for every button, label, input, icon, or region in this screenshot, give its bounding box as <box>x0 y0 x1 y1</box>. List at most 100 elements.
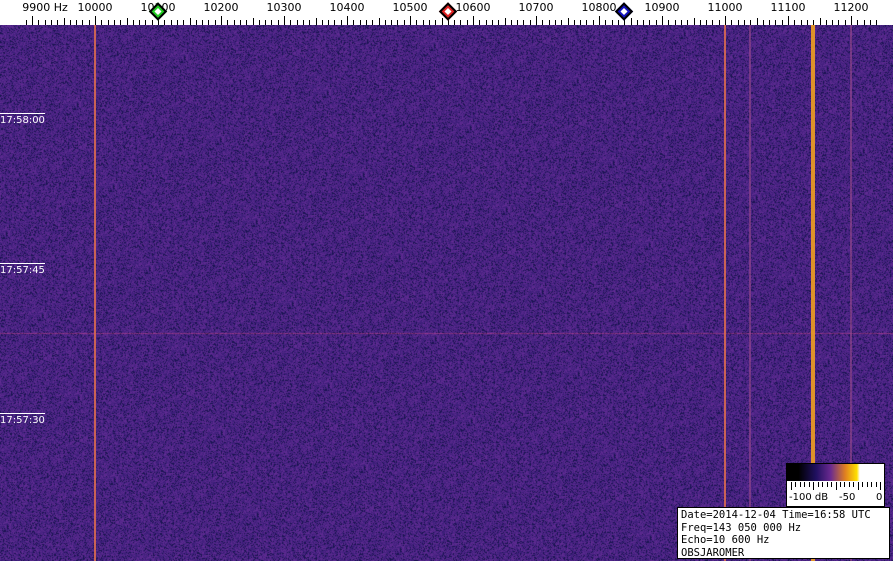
colorbar-tick <box>871 482 873 487</box>
scale-tick <box>379 18 380 25</box>
scale-tick <box>857 20 858 25</box>
scale-tick <box>177 20 178 25</box>
scale-tick <box>448 20 449 25</box>
scale-tick <box>190 18 191 25</box>
scale-tick <box>423 20 424 25</box>
scale-tick <box>164 20 165 25</box>
scale-tick <box>246 20 247 25</box>
scale-tick <box>662 16 663 25</box>
scale-tick <box>820 18 821 25</box>
scale-tick <box>807 20 808 25</box>
scale-tick <box>347 16 348 25</box>
scale-tick <box>643 20 644 25</box>
scale-tick <box>599 16 600 25</box>
colorbar-tick <box>844 482 846 487</box>
scale-tick <box>498 20 499 25</box>
scale-label: 10600 <box>455 1 491 14</box>
scale-tick <box>253 18 254 25</box>
scale-tick <box>45 20 46 25</box>
scale-tick <box>234 20 235 25</box>
signal-line <box>724 25 726 561</box>
scale-tick <box>101 20 102 25</box>
scale-label: 10700 <box>518 1 554 14</box>
scale-tick <box>845 20 846 25</box>
scale-tick <box>788 16 789 25</box>
scale-label: 10000 <box>77 1 113 14</box>
scale-tick <box>57 20 58 25</box>
info-frequency: Freq=143 050 000 Hz <box>681 521 802 534</box>
scale-tick <box>183 20 184 25</box>
scale-tick <box>712 20 713 25</box>
scale-tick <box>593 20 594 25</box>
scale-tick <box>259 20 260 25</box>
scale-tick <box>536 16 537 25</box>
scale-tick <box>227 20 228 25</box>
scale-tick <box>429 20 430 25</box>
scale-tick <box>794 20 795 25</box>
scale-tick <box>757 18 758 25</box>
scale-tick <box>561 20 562 25</box>
time-label: 17:57:45 <box>0 263 45 276</box>
signal-line <box>749 25 752 561</box>
scale-tick <box>775 20 776 25</box>
colorbar-tick <box>853 482 855 487</box>
scale-tick <box>637 20 638 25</box>
colorbar-tick <box>839 482 841 487</box>
scale-tick <box>719 20 720 25</box>
scale-label: 11200 <box>833 1 869 14</box>
colorbar-tick <box>822 482 824 487</box>
scale-tick <box>624 20 625 25</box>
colorbar-tick <box>880 482 881 490</box>
scale-tick <box>813 20 814 25</box>
scale-tick <box>479 20 480 25</box>
colorbar-tick <box>831 482 833 487</box>
colorbar-tick <box>799 482 801 487</box>
scale-tick <box>139 20 140 25</box>
scale-tick <box>316 18 317 25</box>
scale-tick <box>64 18 65 25</box>
scale-label: 11100 <box>770 1 806 14</box>
scale-tick <box>353 20 354 25</box>
info-echo: Echo=10 600 Hz <box>681 534 770 546</box>
scale-tick <box>385 20 386 25</box>
scale-tick <box>605 20 606 25</box>
signal-line <box>811 25 816 561</box>
colorbar-tick <box>817 482 819 487</box>
scale-tick <box>725 16 726 25</box>
scale-tick <box>366 20 367 25</box>
frequency-scale[interactable]: 9900 Hz100001010010200103001040010500106… <box>0 0 893 25</box>
scale-tick <box>467 20 468 25</box>
scale-tick <box>700 20 701 25</box>
scale-tick <box>120 20 121 25</box>
scale-tick <box>70 20 71 25</box>
scale-tick <box>763 20 764 25</box>
scale-tick <box>127 18 128 25</box>
scale-tick <box>675 20 676 25</box>
scale-label: 10800 <box>581 1 617 14</box>
scale-tick <box>744 20 745 25</box>
scale-tick <box>145 20 146 25</box>
scale-tick <box>549 20 550 25</box>
colorbar-tick <box>826 482 828 487</box>
scale-label: 10500 <box>392 1 428 14</box>
scale-tick <box>51 20 52 25</box>
colorbar-tick <box>813 482 815 490</box>
scale-tick <box>782 20 783 25</box>
scale-tick <box>215 20 216 25</box>
scale-tick <box>870 20 871 25</box>
scale-tick <box>76 20 77 25</box>
scale-tick <box>694 18 695 25</box>
scale-tick <box>492 20 493 25</box>
colorbar-tick <box>848 482 850 487</box>
scale-tick <box>769 20 770 25</box>
signal-line <box>850 25 852 561</box>
colorbar-tick <box>835 482 837 490</box>
scale-tick <box>517 20 518 25</box>
scale-tick <box>706 20 707 25</box>
waterfall-display[interactable] <box>0 25 893 561</box>
scale-tick <box>334 20 335 25</box>
scale-tick <box>486 20 487 25</box>
scale-tick <box>202 20 203 25</box>
scale-tick <box>328 20 329 25</box>
